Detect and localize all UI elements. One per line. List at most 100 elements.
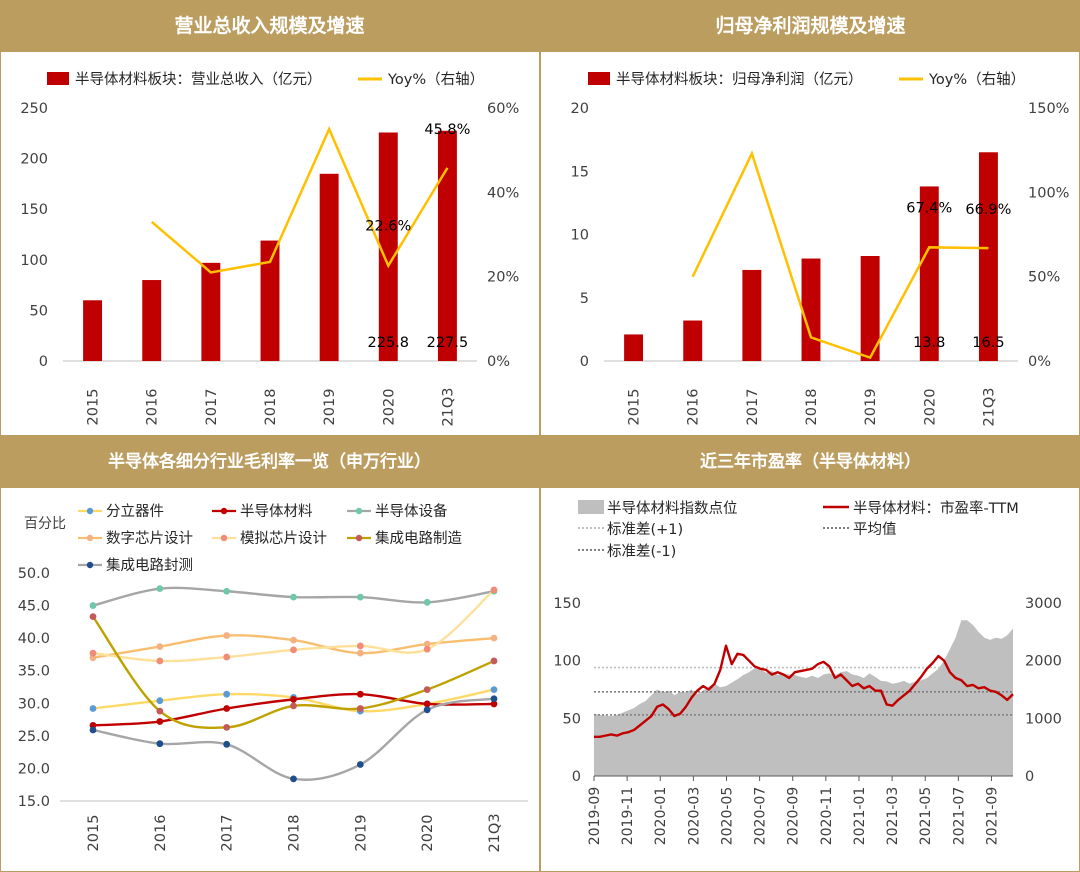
y-tick-label: 40.0 <box>18 631 50 647</box>
right-tick-label: 60% <box>487 101 519 117</box>
left-tick-label: 20 <box>571 101 589 117</box>
yoy-line <box>691 150 989 360</box>
right-tick-label: 3000 <box>1025 596 1062 612</box>
x-tick-label: 2021-07 <box>951 787 967 846</box>
x-tick-label: 2019-09 <box>587 787 603 846</box>
panel-title: 近三年市盈率（半导体材料） <box>541 437 1080 488</box>
data-label: 227.5 <box>427 335 469 351</box>
series-marker <box>89 726 97 734</box>
y-tick-label: 15.0 <box>18 794 50 810</box>
legend-swatch-marker <box>355 534 363 542</box>
series-marker <box>290 702 297 710</box>
x-tick-label: 2015 <box>86 389 102 426</box>
legend-bar-label: 半导体材料板块：营业总收入（亿元） <box>75 70 322 88</box>
profit-chart: 半导体材料板块：归母净利润（亿元） Yoy%（右轴）20151050150%100… <box>571 70 1070 427</box>
left-tick-label: 0 <box>580 354 589 370</box>
legend-swatch-marker <box>220 507 228 515</box>
series-marker <box>490 634 498 642</box>
x-tick-label: 2017 <box>745 389 761 426</box>
legend-swatch-marker <box>220 534 228 542</box>
x-tick-label: 2016 <box>686 389 702 426</box>
bar <box>919 186 939 361</box>
series-marker <box>156 657 164 665</box>
legend-line-label: Yoy%（右轴） <box>387 71 484 88</box>
y-tick-label: 25.0 <box>18 729 50 745</box>
y-axis-title: 百分比 <box>24 516 66 532</box>
series-marker <box>490 686 498 694</box>
x-tick-label: 2017 <box>220 815 236 852</box>
data-label: 66.9% <box>965 202 1011 218</box>
series-marker <box>423 706 431 714</box>
series-marker <box>89 705 97 712</box>
y-tick-label: 45.0 <box>18 599 50 615</box>
x-tick-label: 2020-07 <box>753 787 769 846</box>
right-tick-label: 50% <box>1028 270 1060 286</box>
series-line <box>92 697 495 781</box>
x-tick-label: 2020 <box>922 389 938 426</box>
series-marker <box>490 700 498 708</box>
data-label: 16.5 <box>972 335 1004 351</box>
bar <box>978 152 998 361</box>
x-tick-label: 2019 <box>322 389 338 426</box>
bar <box>437 130 457 361</box>
legend-swatch-marker <box>86 507 94 515</box>
profit-panel: 归母净利润规模及增速 半导体材料板块：归母净利润（亿元） Yoy%（右轴） 20 15… <box>541 0 1080 435</box>
series-marker <box>156 585 164 593</box>
legend-label: 半导体设备 <box>375 503 448 520</box>
x-tick-label: 2020-09 <box>786 787 802 846</box>
left-tick-label: 100 <box>553 654 581 670</box>
series-marker <box>223 705 231 712</box>
bar <box>83 300 103 361</box>
series-marker <box>356 690 364 698</box>
x-tick-label: 2021-05 <box>918 787 934 846</box>
x-tick-label: 2020 <box>420 815 436 852</box>
x-tick-label: 2015 <box>86 815 102 852</box>
legend-bar-swatch <box>47 72 69 85</box>
legend-std-minus-label: 标准差(-1) <box>607 543 676 560</box>
legend-area-label: 半导体材料指数点位 <box>607 500 738 517</box>
right-tick-label: 0 <box>1025 769 1034 785</box>
x-tick-label: 2017 <box>204 389 220 426</box>
right-tick-label: 150% <box>1028 101 1069 117</box>
series-marker <box>156 697 164 705</box>
x-tick-label: 2020-11 <box>819 787 835 846</box>
legend-label: 模拟芯片设计 <box>240 530 327 547</box>
bar <box>378 132 398 361</box>
series-marker <box>423 598 431 606</box>
left-tick-label: 10 <box>571 228 589 244</box>
series-marker <box>290 636 297 644</box>
right-tick-label: 20% <box>487 270 519 286</box>
series-marker <box>423 686 431 694</box>
legend-area-swatch <box>578 500 604 514</box>
left-tick-label: 5 <box>580 291 589 307</box>
series-marker <box>223 740 231 748</box>
revenue-chart: 半导体材料板块：营业总收入（亿元） Yoy%（右轴） 250 200 150 100 50 0… <box>20 70 519 427</box>
legend-swatch-marker <box>86 534 94 542</box>
data-label: 225.8 <box>368 335 410 351</box>
legend-label: 数字芯片设计 <box>106 530 193 547</box>
horizontal-divider <box>0 435 1080 437</box>
x-tick-label: 2018 <box>804 389 820 426</box>
pe-panel: 近三年市盈率（半导体材料） 半导体材料指数点位 半导体材料：市盈率-TTM 标准差(… <box>541 437 1080 872</box>
series-marker <box>223 653 231 661</box>
bar <box>683 320 703 361</box>
bar <box>201 262 221 361</box>
y-tick-label: 35.0 <box>18 664 50 680</box>
panel-title: 半导体各细分行业毛利率一览（申万行业） <box>0 437 539 488</box>
bar <box>142 280 162 361</box>
x-tick-label: 2019 <box>353 815 369 852</box>
series-marker <box>156 707 164 715</box>
bar <box>801 258 821 361</box>
legend-label: 半导体材料 <box>240 503 313 520</box>
series-marker <box>223 587 231 595</box>
series-marker <box>156 643 164 651</box>
data-label: 67.4% <box>906 200 952 216</box>
right-tick-label: 100% <box>1028 185 1069 201</box>
legend-mean-label: 平均值 <box>853 521 897 538</box>
series-marker <box>423 700 431 708</box>
right-tick-label: 0% <box>1028 354 1051 370</box>
bar <box>624 334 644 361</box>
data-label: 22.6% <box>365 219 411 235</box>
